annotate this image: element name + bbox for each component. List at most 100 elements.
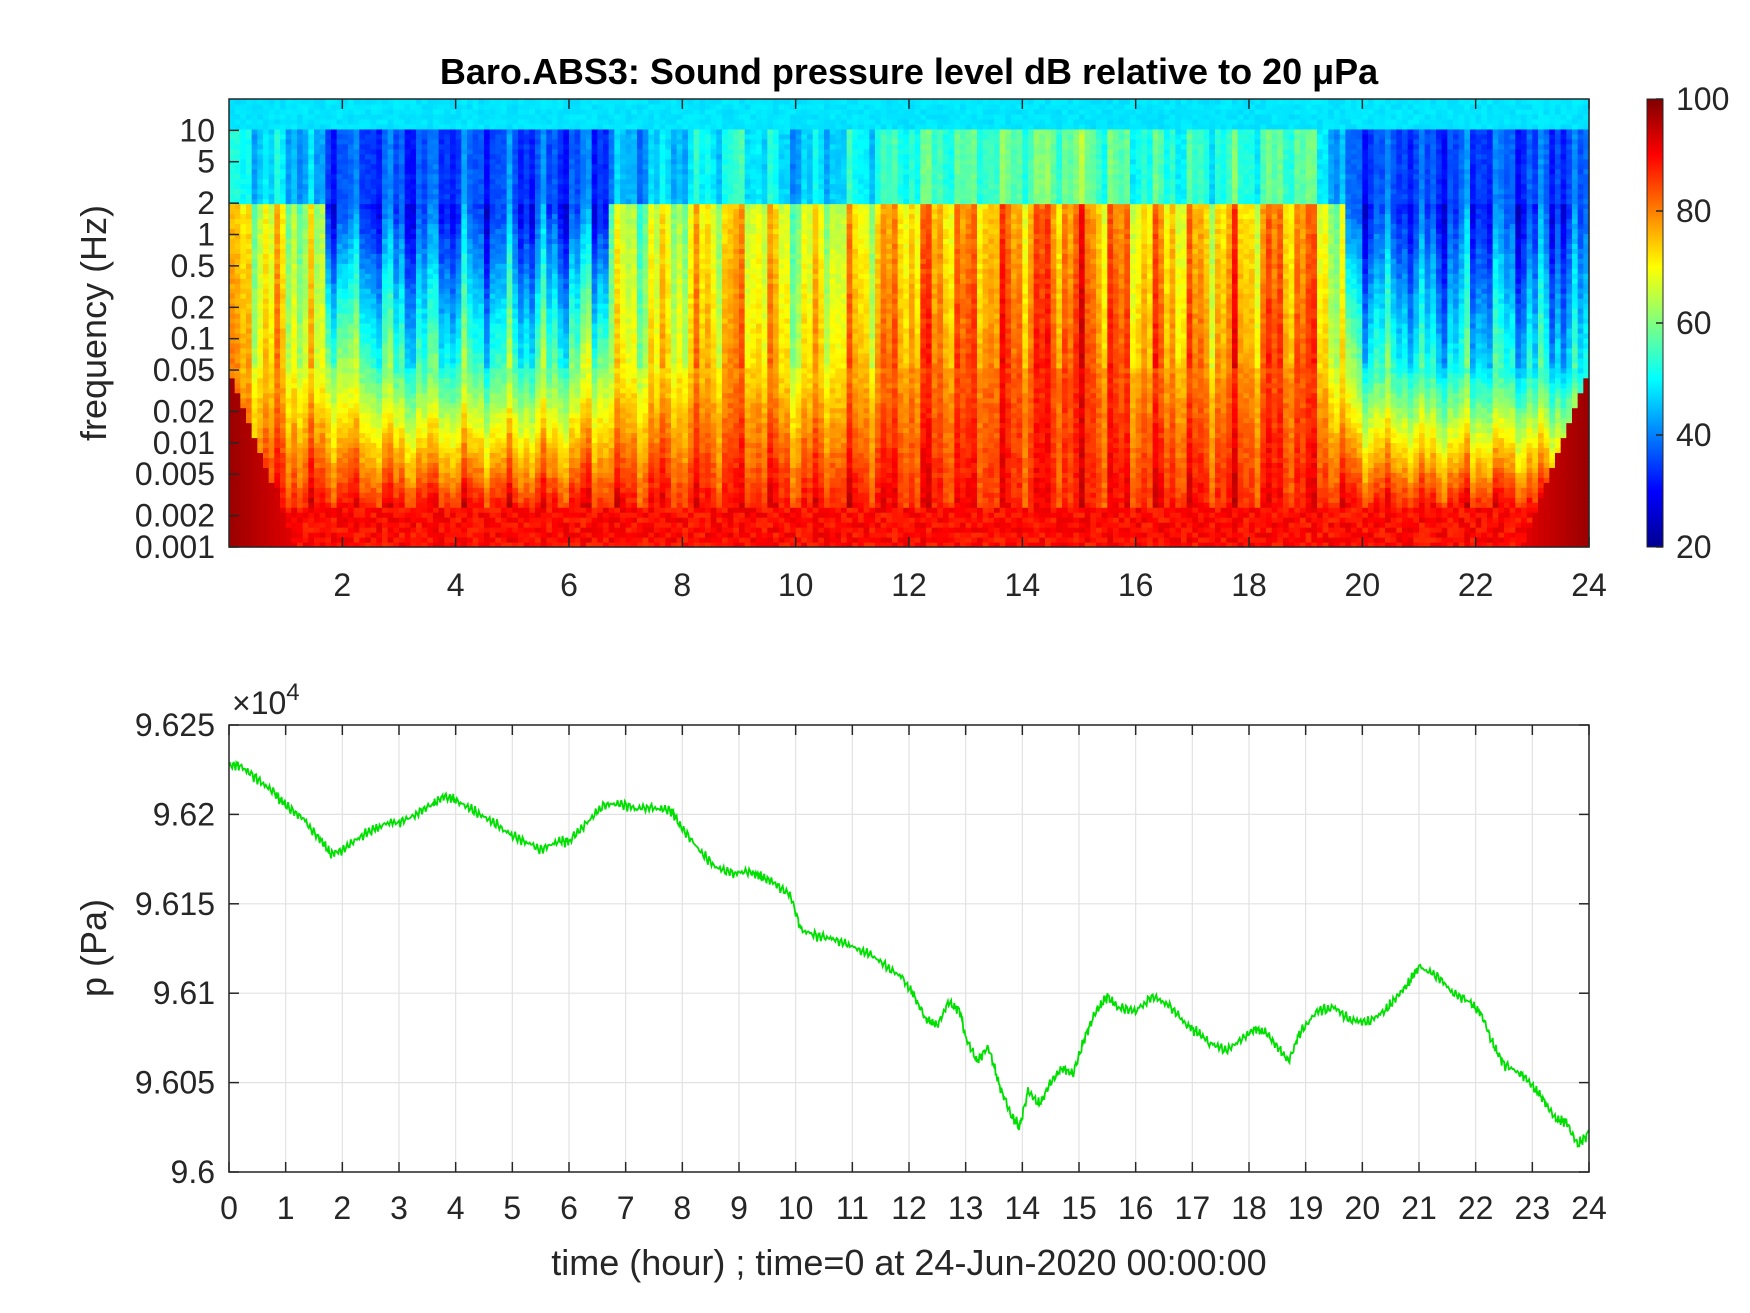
spectrogram-cell <box>331 428 337 434</box>
spectrogram-cell <box>456 393 462 399</box>
spectrogram-cell <box>240 308 246 314</box>
spectrogram-cell <box>240 303 246 309</box>
spectrogram-cell <box>303 373 309 379</box>
spectrogram-cell <box>331 502 337 508</box>
spectrogram-cell <box>416 243 422 249</box>
spectrogram-cell <box>410 144 416 150</box>
spectrogram-cell <box>393 218 399 224</box>
spectrogram-cell <box>461 477 467 483</box>
spectrogram-cell <box>308 104 314 110</box>
spectrogram-cell <box>393 323 399 329</box>
spectrogram-cell <box>484 363 490 369</box>
spectrogram-cell <box>365 263 371 269</box>
spectrogram-cell <box>297 124 303 130</box>
spectrogram-cell <box>535 437 541 443</box>
spectrogram-cell <box>371 413 377 419</box>
spectrogram-cell <box>320 452 326 458</box>
spectrogram-cell <box>246 497 252 503</box>
spectrogram-cell <box>337 144 343 150</box>
spectrogram-cell <box>512 194 518 200</box>
spectrogram-cell <box>274 477 280 483</box>
spectrogram-cell <box>297 462 303 468</box>
spectrogram-cell <box>371 288 377 294</box>
spectrogram-cell <box>286 124 292 130</box>
spectrogram-cell <box>229 124 235 130</box>
spectrogram-cell <box>263 393 269 399</box>
spectrogram-cell <box>280 223 286 229</box>
spectrogram-cell <box>382 293 388 299</box>
spectrogram-cell <box>382 482 388 488</box>
spectrogram-cell <box>348 218 354 224</box>
spectrogram-cell <box>518 527 524 533</box>
spectrogram-cell <box>342 457 348 463</box>
spectrogram-cell <box>410 388 416 394</box>
spectrogram-cell <box>405 462 411 468</box>
spectrogram-cell <box>348 373 354 379</box>
spectrogram-cell <box>478 104 484 110</box>
spectrogram-cell <box>229 293 235 299</box>
spectrogram-cell <box>331 258 337 264</box>
spectrogram-cell <box>518 278 524 284</box>
spectrogram-cell <box>314 223 320 229</box>
spectrogram-cell <box>371 363 377 369</box>
spectrogram-cell <box>410 238 416 244</box>
spectrogram-cell <box>495 99 501 105</box>
spectrogram-cell <box>337 293 343 299</box>
spectrogram-cell <box>495 238 501 244</box>
spectrogram-cell <box>456 447 462 453</box>
spectrogram-cell <box>235 467 241 473</box>
spectrogram-cell <box>393 184 399 190</box>
spectrogram-cell <box>433 398 439 404</box>
spectrogram-cell <box>484 487 490 493</box>
spectrogram-cell <box>478 119 484 125</box>
spectrogram-cell <box>422 144 428 150</box>
spectrogram-cell <box>529 114 535 120</box>
spectrogram-cell <box>354 238 360 244</box>
spectrogram-cell <box>507 442 513 448</box>
spectrogram-cell <box>376 109 382 115</box>
spectrogram-cell <box>320 109 326 115</box>
spectrogram-cell <box>280 477 286 483</box>
spectrogram-cell <box>393 532 399 538</box>
spectrogram-cell <box>439 298 445 304</box>
spectrogram-cell <box>433 363 439 369</box>
spectrogram-cell <box>280 522 286 528</box>
spectrogram-cell <box>320 482 326 488</box>
spectrogram-cell <box>433 487 439 493</box>
spectrogram-cell <box>388 398 394 404</box>
spectrogram-cell <box>291 293 297 299</box>
spectrogram-cell <box>399 223 405 229</box>
spectrogram-cell <box>325 477 331 483</box>
spectrogram-cell <box>229 333 235 339</box>
spectrogram-cell <box>450 482 456 488</box>
spectrogram-cell <box>303 114 309 120</box>
spectrogram-cell <box>314 378 320 384</box>
spectrogram-cell <box>507 348 513 354</box>
spectrogram-cell <box>433 517 439 523</box>
spectrogram-cell <box>274 253 280 259</box>
spectrogram-cell <box>337 169 343 175</box>
spectrogram-cell <box>331 293 337 299</box>
spectrogram-cell <box>478 512 484 518</box>
spectrogram-cell <box>422 184 428 190</box>
spectrogram-cell <box>410 398 416 404</box>
spectrogram-cell <box>473 114 479 120</box>
spectrogram-cell <box>444 492 450 498</box>
spectrogram-cell <box>501 502 507 508</box>
spectrogram-cell <box>456 452 462 458</box>
spectrogram-cell <box>291 199 297 205</box>
spectrogram-cell <box>439 398 445 404</box>
spectrogram-cell <box>320 423 326 429</box>
spectrogram-cell <box>320 228 326 234</box>
spectrogram-cell <box>405 174 411 180</box>
spectrogram-cell <box>376 482 382 488</box>
spectrogram-cell <box>490 363 496 369</box>
spectrogram-cell <box>257 457 263 463</box>
spectrogram-cell <box>518 318 524 324</box>
spectrogram-cell <box>252 522 258 528</box>
spectrogram-cell <box>450 233 456 239</box>
spectrogram-cell <box>365 472 371 478</box>
spectrogram-cell <box>501 452 507 458</box>
spectrogram-cell <box>280 393 286 399</box>
spectrogram-cell <box>507 398 513 404</box>
